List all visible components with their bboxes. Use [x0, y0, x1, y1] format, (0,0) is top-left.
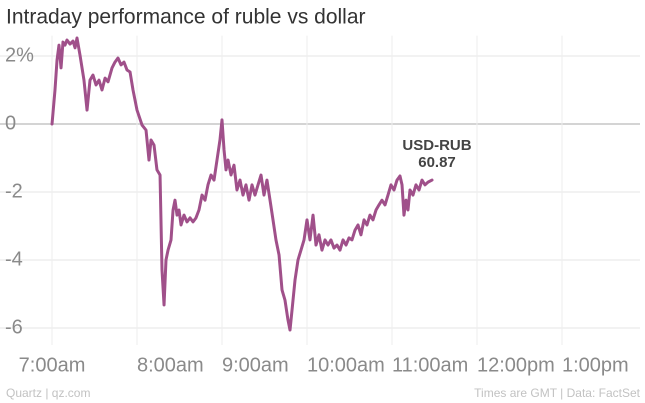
x-tick-label: 10:00am [307, 354, 385, 376]
chart-title: Intraday performance of ruble vs dollar [6, 6, 366, 29]
note: Times are GMT | Data: FactSet [474, 386, 640, 400]
x-tick-label: 8:00am [137, 354, 204, 376]
x-tick-label: 11:00am [392, 354, 468, 376]
x-tick-label: 9:00am [222, 354, 289, 376]
y-tick-label: -2 [5, 180, 23, 202]
annotation-label: USD-RUB [402, 137, 471, 154]
annotation-value: 60.87 [418, 154, 456, 171]
y-tick-label: 2% [5, 44, 34, 66]
y-tick-label: 0 [5, 112, 16, 134]
y-tick-label: -6 [5, 316, 23, 338]
x-tick-label: 7:00am [19, 354, 86, 376]
y-tick-label: -4 [5, 248, 23, 270]
line [50, 36, 434, 332]
x-tick-label: 12:00pm [477, 354, 555, 376]
x-tick-label: 1:00pm [562, 354, 629, 376]
source: Quartz | qz.com [6, 386, 90, 400]
